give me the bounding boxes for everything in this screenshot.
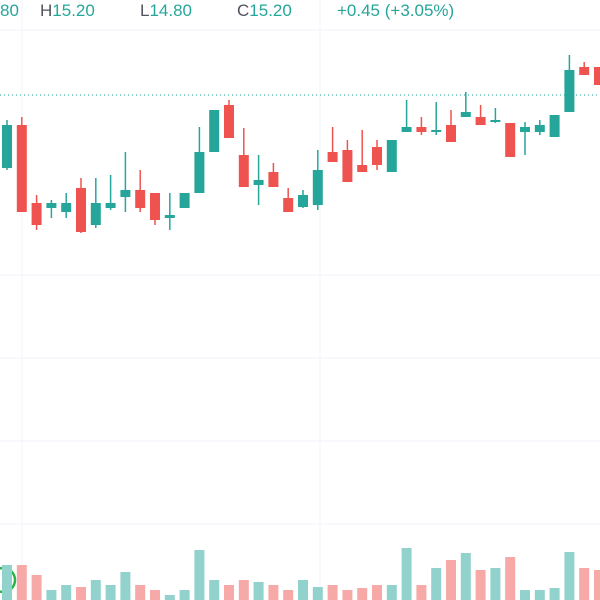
volume-bar <box>209 580 220 600</box>
candle-body <box>150 193 160 220</box>
candle-body <box>534 125 545 132</box>
candle-body <box>505 123 516 157</box>
candle-body <box>564 70 575 112</box>
volume-bar <box>327 585 338 600</box>
volume-bar <box>312 587 323 600</box>
volume-bar <box>534 590 545 600</box>
candle-body <box>283 198 294 212</box>
candle-body <box>2 125 12 168</box>
candle-body <box>238 155 249 187</box>
candle-body <box>416 127 427 132</box>
volume-bar <box>579 568 590 600</box>
volume-bar <box>105 585 116 600</box>
candle-body <box>298 195 308 207</box>
candle-body <box>357 165 368 172</box>
volume-bar <box>164 595 175 600</box>
candle-body <box>312 170 323 205</box>
candle-body <box>386 140 397 172</box>
candle-body <box>253 180 264 185</box>
volume-bar <box>90 580 101 600</box>
candle-body <box>475 117 486 125</box>
header-value: 15.20 <box>249 1 292 20</box>
candle-body <box>549 115 560 137</box>
candle-body <box>135 190 146 208</box>
candle-body <box>490 120 501 122</box>
header-value: 80 <box>0 1 19 20</box>
candle-body <box>460 112 471 117</box>
candle-body <box>372 147 382 165</box>
volume-bar <box>135 585 146 600</box>
volume-bar <box>179 590 190 600</box>
volume-bar <box>16 565 27 600</box>
volume-bar <box>31 575 42 600</box>
candle-body <box>520 127 530 132</box>
volume-bar <box>2 565 12 600</box>
candle-body <box>446 125 456 142</box>
volume-bar <box>76 587 86 600</box>
volume-bar <box>386 585 397 600</box>
candle-body <box>16 125 27 212</box>
volume-bar <box>446 560 456 600</box>
volume-bar <box>490 568 501 600</box>
header-label: L <box>140 1 149 20</box>
header-label: H <box>40 1 52 20</box>
candle-body <box>90 203 101 225</box>
candle-body <box>31 203 42 225</box>
volume-bar <box>224 585 234 600</box>
volume-bar <box>401 548 412 600</box>
candle-body <box>179 193 190 208</box>
header-item: L14.80 <box>140 1 192 20</box>
volume-bar <box>549 588 560 600</box>
volume-bar <box>283 590 294 600</box>
candle-body <box>401 127 412 132</box>
volume-bar <box>460 553 471 600</box>
candle-body <box>594 67 600 85</box>
header-item: H15.20 <box>40 1 95 20</box>
header-item: +0.45 (+3.05%) <box>337 1 454 20</box>
volume-bar <box>505 557 516 600</box>
candle-body <box>327 152 338 162</box>
volume-bar <box>194 550 205 600</box>
header-label: C <box>237 1 249 20</box>
candle-body <box>61 203 72 212</box>
volume-bar <box>431 568 442 600</box>
volume-bar <box>475 570 486 600</box>
candle-body <box>431 130 442 132</box>
volume-bar <box>520 590 530 600</box>
volume-bar <box>268 585 279 600</box>
volume-bar <box>253 582 264 600</box>
header-value: 15.20 <box>52 1 95 20</box>
candle-body <box>209 110 220 152</box>
volume-bar <box>120 572 131 600</box>
volume-bar <box>342 590 353 600</box>
candle-body <box>579 67 590 75</box>
candle-body <box>342 150 353 182</box>
volume-bar <box>357 588 368 600</box>
plot-area <box>0 55 600 600</box>
volume-bar <box>150 590 160 600</box>
candle-body <box>224 105 234 138</box>
header: 80 H15.20 L14.80 C15.20 +0.45 (+3.05%) <box>0 1 454 20</box>
volume-bar <box>238 580 249 600</box>
candle-body <box>164 215 175 218</box>
volume-bar <box>416 585 427 600</box>
volume-bar <box>46 590 57 600</box>
candle-body <box>46 203 57 208</box>
volume-bar <box>61 585 72 600</box>
header-value: 14.80 <box>149 1 192 20</box>
candle-body <box>105 203 116 208</box>
candle-body <box>194 152 205 193</box>
header-item: 80 <box>0 1 19 20</box>
candle-body <box>268 172 279 187</box>
candle-body <box>76 188 86 232</box>
candle-body <box>120 190 131 197</box>
volume-bar <box>372 585 382 600</box>
volume-bar <box>298 580 308 600</box>
volume-bar <box>564 552 575 600</box>
header-item: C15.20 <box>237 1 292 20</box>
header-value: +0.45 (+3.05%) <box>337 1 454 20</box>
volume-bar <box>594 570 600 600</box>
